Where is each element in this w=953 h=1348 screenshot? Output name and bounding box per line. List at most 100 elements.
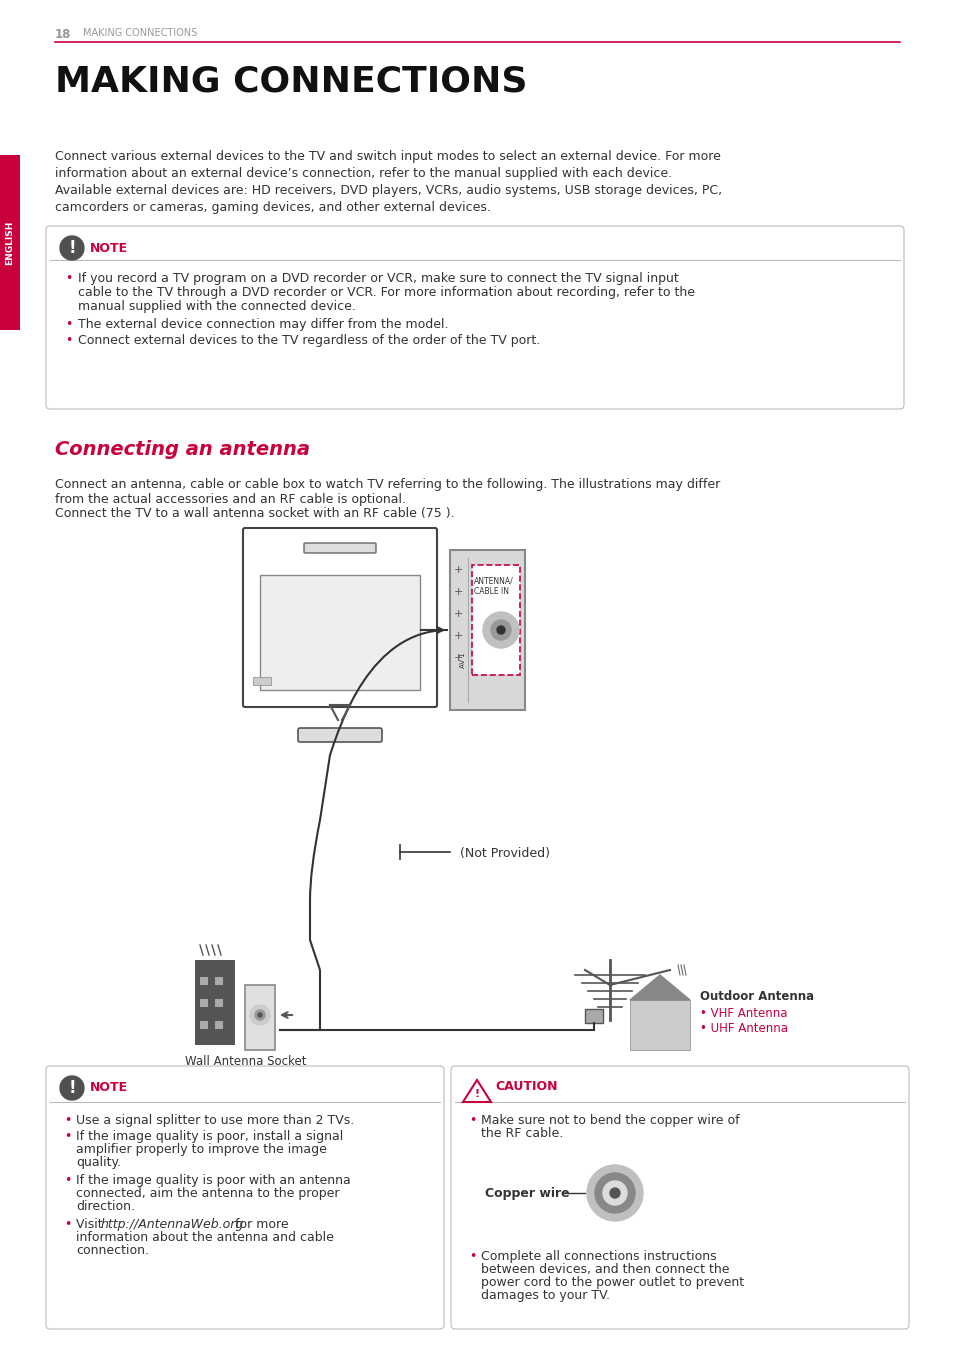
- Text: connection.: connection.: [76, 1244, 149, 1256]
- Circle shape: [586, 1165, 642, 1221]
- Text: damages to your TV.: damages to your TV.: [480, 1289, 609, 1302]
- FancyBboxPatch shape: [243, 528, 436, 706]
- Text: between devices, and then connect the: between devices, and then connect the: [480, 1263, 729, 1277]
- Circle shape: [257, 1012, 262, 1016]
- Text: •: •: [64, 1113, 71, 1127]
- Text: •: •: [64, 1219, 71, 1231]
- Bar: [200, 999, 208, 1007]
- Text: cable to the TV through a DVD recorder or VCR. For more information about record: cable to the TV through a DVD recorder o…: [78, 286, 695, 299]
- Circle shape: [491, 620, 511, 640]
- Bar: [253, 677, 271, 685]
- FancyBboxPatch shape: [46, 226, 903, 408]
- Text: Outdoor Antenna: Outdoor Antenna: [700, 989, 813, 1003]
- Text: ANTENNA/: ANTENNA/: [474, 577, 514, 586]
- Circle shape: [482, 612, 518, 648]
- Text: CABLE IN: CABLE IN: [474, 586, 509, 596]
- Text: •: •: [64, 1130, 71, 1143]
- Text: Connect the TV to a wall antenna socket with an RF cable (75 ).: Connect the TV to a wall antenna socket …: [55, 507, 455, 520]
- Text: http://AntennaWeb.org: http://AntennaWeb.org: [101, 1219, 244, 1231]
- Text: •: •: [64, 1174, 71, 1188]
- Text: NOTE: NOTE: [90, 1081, 128, 1095]
- Text: +: +: [453, 565, 462, 576]
- Bar: [200, 977, 208, 985]
- Text: camcorders or cameras, gaming devices, and other external devices.: camcorders or cameras, gaming devices, a…: [55, 201, 491, 214]
- FancyBboxPatch shape: [304, 543, 375, 553]
- Text: ENGLISH: ENGLISH: [6, 220, 14, 264]
- Text: •: •: [469, 1113, 476, 1127]
- Text: !: !: [68, 239, 75, 257]
- Text: from the actual accessories and an RF cable is optional.: from the actual accessories and an RF ca…: [55, 493, 406, 506]
- Text: If you record a TV program on a DVD recorder or VCR, make sure to connect the TV: If you record a TV program on a DVD reco…: [78, 272, 678, 284]
- Text: Wall Antenna Socket: Wall Antenna Socket: [185, 1055, 306, 1068]
- Circle shape: [595, 1173, 635, 1213]
- Text: MAKING CONNECTIONS: MAKING CONNECTIONS: [83, 28, 197, 38]
- Circle shape: [60, 236, 84, 260]
- Text: information about an external device’s connection, refer to the manual supplied : information about an external device’s c…: [55, 167, 672, 181]
- Text: CAUTION: CAUTION: [495, 1080, 557, 1093]
- Bar: [214, 999, 223, 1007]
- Circle shape: [250, 1006, 270, 1024]
- Text: Copper wire: Copper wire: [484, 1186, 569, 1200]
- Polygon shape: [629, 975, 689, 1000]
- Text: MAKING CONNECTIONS: MAKING CONNECTIONS: [55, 65, 527, 98]
- Text: amplifier properly to improve the image: amplifier properly to improve the image: [76, 1143, 327, 1157]
- Text: NOTE: NOTE: [90, 243, 128, 255]
- Text: +: +: [453, 652, 462, 663]
- Text: Make sure not to bend the copper wire of: Make sure not to bend the copper wire of: [480, 1113, 739, 1127]
- Polygon shape: [462, 1080, 491, 1103]
- Circle shape: [60, 1076, 84, 1100]
- Text: •: •: [469, 1250, 476, 1263]
- Circle shape: [254, 1010, 265, 1020]
- Circle shape: [609, 1188, 619, 1198]
- Text: Visit: Visit: [76, 1219, 107, 1231]
- Bar: [245, 985, 274, 1050]
- Text: •: •: [65, 318, 72, 332]
- Text: Connect external devices to the TV regardless of the order of the TV port.: Connect external devices to the TV regar…: [78, 334, 539, 346]
- Circle shape: [602, 1181, 626, 1205]
- FancyBboxPatch shape: [451, 1066, 908, 1329]
- FancyBboxPatch shape: [46, 1066, 443, 1329]
- Bar: [200, 1020, 208, 1029]
- Text: The external device connection may differ from the model.: The external device connection may diffe…: [78, 318, 448, 332]
- Text: Connect various external devices to the TV and switch input modes to select an e: Connect various external devices to the …: [55, 150, 720, 163]
- Text: Connecting an antenna: Connecting an antenna: [55, 439, 310, 460]
- Text: direction.: direction.: [76, 1200, 135, 1213]
- Bar: [450, 550, 524, 710]
- Bar: [475, 1155, 884, 1229]
- Text: +: +: [453, 609, 462, 619]
- Text: power cord to the power outlet to prevent: power cord to the power outlet to preven…: [480, 1277, 743, 1289]
- Text: Available external devices are: HD receivers, DVD players, VCRs, audio systems, : Available external devices are: HD recei…: [55, 183, 721, 197]
- Text: (Not Provided): (Not Provided): [459, 847, 550, 860]
- Text: If the image quality is poor with an antenna: If the image quality is poor with an ant…: [76, 1174, 351, 1188]
- FancyBboxPatch shape: [297, 728, 381, 741]
- Bar: [629, 1000, 689, 1050]
- Text: •: •: [65, 334, 72, 346]
- Text: +: +: [453, 586, 462, 597]
- Text: • UHF Antenna: • UHF Antenna: [700, 1022, 787, 1035]
- Bar: [0, 155, 20, 330]
- Text: 18: 18: [55, 28, 71, 40]
- Text: for more: for more: [231, 1219, 289, 1231]
- Text: • VHF Antenna: • VHF Antenna: [700, 1007, 786, 1020]
- Bar: [584, 1010, 602, 1023]
- Text: Complete all connections instructions: Complete all connections instructions: [480, 1250, 716, 1263]
- Bar: [194, 960, 234, 1045]
- Bar: [214, 977, 223, 985]
- Text: !: !: [474, 1089, 479, 1099]
- Text: quality.: quality.: [76, 1157, 121, 1169]
- Text: If the image quality is poor, install a signal: If the image quality is poor, install a …: [76, 1130, 343, 1143]
- Text: connected, aim the antenna to the proper: connected, aim the antenna to the proper: [76, 1188, 339, 1200]
- Circle shape: [588, 1011, 598, 1020]
- Circle shape: [497, 625, 504, 634]
- Bar: [214, 1020, 223, 1029]
- Text: Connect an antenna, cable or cable box to watch TV referring to the following. T: Connect an antenna, cable or cable box t…: [55, 479, 720, 491]
- Text: •: •: [65, 272, 72, 284]
- Text: +: +: [453, 631, 462, 642]
- Text: Use a signal splitter to use more than 2 TVs.: Use a signal splitter to use more than 2…: [76, 1113, 354, 1127]
- Text: information about the antenna and cable: information about the antenna and cable: [76, 1231, 334, 1244]
- Text: AV 1: AV 1: [459, 652, 465, 667]
- Bar: [260, 576, 419, 690]
- FancyBboxPatch shape: [472, 565, 519, 675]
- Text: manual supplied with the connected device.: manual supplied with the connected devic…: [78, 301, 355, 313]
- Text: the RF cable.: the RF cable.: [480, 1127, 562, 1140]
